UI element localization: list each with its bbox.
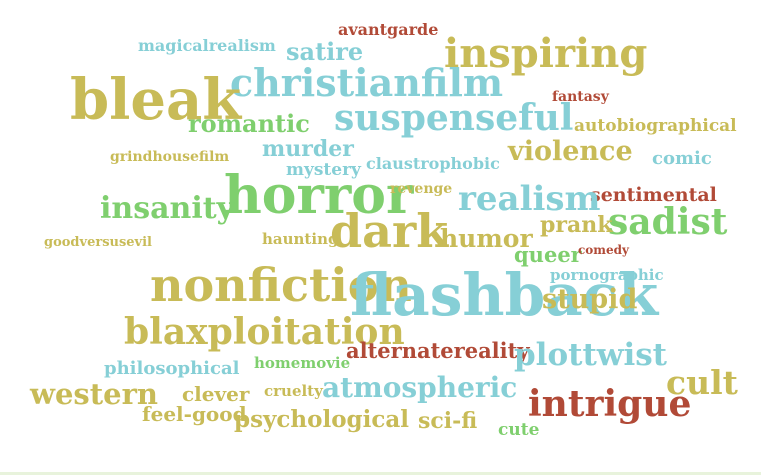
word-fantasy: fantasy <box>552 89 609 105</box>
word-feel-good: feel-good <box>142 402 247 426</box>
word-horror: horror <box>224 165 414 226</box>
word-homemovie: homemovie <box>254 354 351 372</box>
word-goodversusevil: goodversusevil <box>44 235 152 250</box>
word-prank: prank <box>540 212 613 238</box>
word-haunting: haunting <box>262 230 339 248</box>
word-realism: realism <box>458 179 601 219</box>
word-western: western <box>30 377 158 411</box>
word-romantic: romantic <box>188 109 310 138</box>
bottom-edge-line <box>0 472 761 475</box>
word-clever: clever <box>182 382 250 406</box>
word-grindhousefilm: grindhousefilm <box>110 149 230 165</box>
word-murder: murder <box>262 136 354 162</box>
word-pornographic: pornographic <box>550 266 664 284</box>
word-sadist: sadist <box>608 201 728 243</box>
word-bleak: bleak <box>70 67 242 133</box>
word-philosophical: philosophical <box>104 358 240 379</box>
word-satire: satire <box>286 37 364 66</box>
word-nonfiction: nonfiction <box>150 258 412 312</box>
word-insanity: insanity <box>100 191 235 226</box>
word-mystery: mystery <box>286 160 361 180</box>
word-comic: comic <box>652 148 712 169</box>
word-avantgarde: avantgarde <box>338 20 439 39</box>
word-sentimental: sentimental <box>590 184 717 206</box>
word-atmospheric: atmospheric <box>322 371 518 404</box>
word-psychological: psychological <box>234 406 410 433</box>
word-dark: dark <box>330 204 449 258</box>
word-inspiring: inspiring <box>444 30 648 77</box>
word-autobiographical: autobiographical <box>574 116 737 136</box>
word-cult: cult <box>666 363 738 402</box>
word-flashback: flashback <box>350 261 659 329</box>
word-christianfilm: christianfilm <box>230 60 504 105</box>
word-queer: queer <box>514 242 582 267</box>
word-revenge: revenge <box>390 181 453 197</box>
word-humor: humor <box>440 224 533 253</box>
word-plottwist: plottwist <box>514 337 668 373</box>
word-cute: cute <box>498 420 540 440</box>
word-cruelty: cruelty <box>264 382 323 400</box>
word-blaxploitation: blaxploitation <box>124 311 405 353</box>
word-stupid: stupid <box>542 284 638 315</box>
word-alternatereality: alternatereality <box>346 338 530 363</box>
word-violence: violence <box>508 136 633 167</box>
word-suspenseful: suspenseful <box>334 97 574 139</box>
word-comedy: comedy <box>578 243 630 257</box>
word-intrigue: intrigue <box>528 383 692 425</box>
word-magicalrealism: magicalrealism <box>138 36 276 55</box>
word-sci-fi: sci-fi <box>418 408 478 434</box>
word-claustrophobic: claustrophobic <box>366 154 500 173</box>
